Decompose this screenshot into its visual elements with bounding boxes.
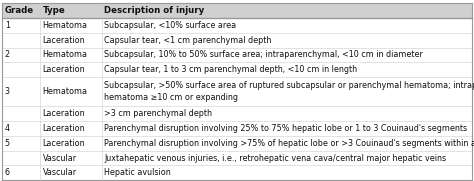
Text: Subcapsular, 10% to 50% surface area; intraparenchymal, <10 cm in diameter: Subcapsular, 10% to 50% surface area; in…: [104, 50, 423, 59]
Text: Capsular tear, <1 cm parenchymal depth: Capsular tear, <1 cm parenchymal depth: [104, 36, 272, 45]
Text: Hepatic avulsion: Hepatic avulsion: [104, 168, 171, 177]
Text: 4: 4: [5, 124, 10, 133]
Text: Description of injury: Description of injury: [104, 6, 204, 15]
Text: Laceration: Laceration: [43, 36, 85, 45]
Text: 3: 3: [5, 87, 10, 96]
Bar: [2, 77, 472, 106]
Text: 2: 2: [5, 50, 10, 59]
Text: Hematoma: Hematoma: [43, 87, 88, 96]
Bar: [2, 62, 472, 77]
Text: Laceration: Laceration: [43, 65, 85, 74]
Text: Hematoma: Hematoma: [43, 50, 88, 59]
Bar: [2, 121, 472, 136]
Bar: [2, 165, 472, 180]
Text: Laceration: Laceration: [43, 124, 85, 133]
Text: Vascular: Vascular: [43, 168, 77, 177]
Text: Capsular tear, 1 to 3 cm parenchymal depth, <10 cm in length: Capsular tear, 1 to 3 cm parenchymal dep…: [104, 65, 357, 74]
Text: Subcapsular, >50% surface area of ruptured subcapsular or parenchymal hematoma; : Subcapsular, >50% surface area of ruptur…: [104, 81, 474, 90]
Text: Laceration: Laceration: [43, 139, 85, 148]
Bar: [2, 151, 472, 165]
Text: Laceration: Laceration: [43, 109, 85, 118]
Text: Juxtahepatic venous injuries, i.e., retrohepatic vena cava/central major hepatic: Juxtahepatic venous injuries, i.e., retr…: [104, 153, 447, 163]
Bar: [2, 106, 472, 121]
Bar: [2, 18, 472, 33]
Text: Subcapsular, <10% surface area: Subcapsular, <10% surface area: [104, 21, 237, 30]
Bar: [2, 48, 472, 62]
Text: Grade: Grade: [5, 6, 34, 15]
Text: Type: Type: [43, 6, 65, 15]
Text: Parenchymal disruption involving >75% of hepatic lobe or >3 Couinaud's segments : Parenchymal disruption involving >75% of…: [104, 139, 474, 148]
Text: 6: 6: [5, 168, 10, 177]
Bar: [2, 136, 472, 151]
Text: Parenchymal disruption involving 25% to 75% hepatic lobe or 1 to 3 Couinaud's se: Parenchymal disruption involving 25% to …: [104, 124, 467, 133]
Text: 5: 5: [5, 139, 10, 148]
Text: Vascular: Vascular: [43, 153, 77, 163]
Bar: [2, 33, 472, 48]
Text: Hematoma: Hematoma: [43, 21, 88, 30]
Text: 1: 1: [5, 21, 10, 30]
Bar: [2, 3, 472, 18]
Text: hematoma ≥10 cm or expanding: hematoma ≥10 cm or expanding: [104, 93, 238, 102]
Text: >3 cm parenchymal depth: >3 cm parenchymal depth: [104, 109, 212, 118]
